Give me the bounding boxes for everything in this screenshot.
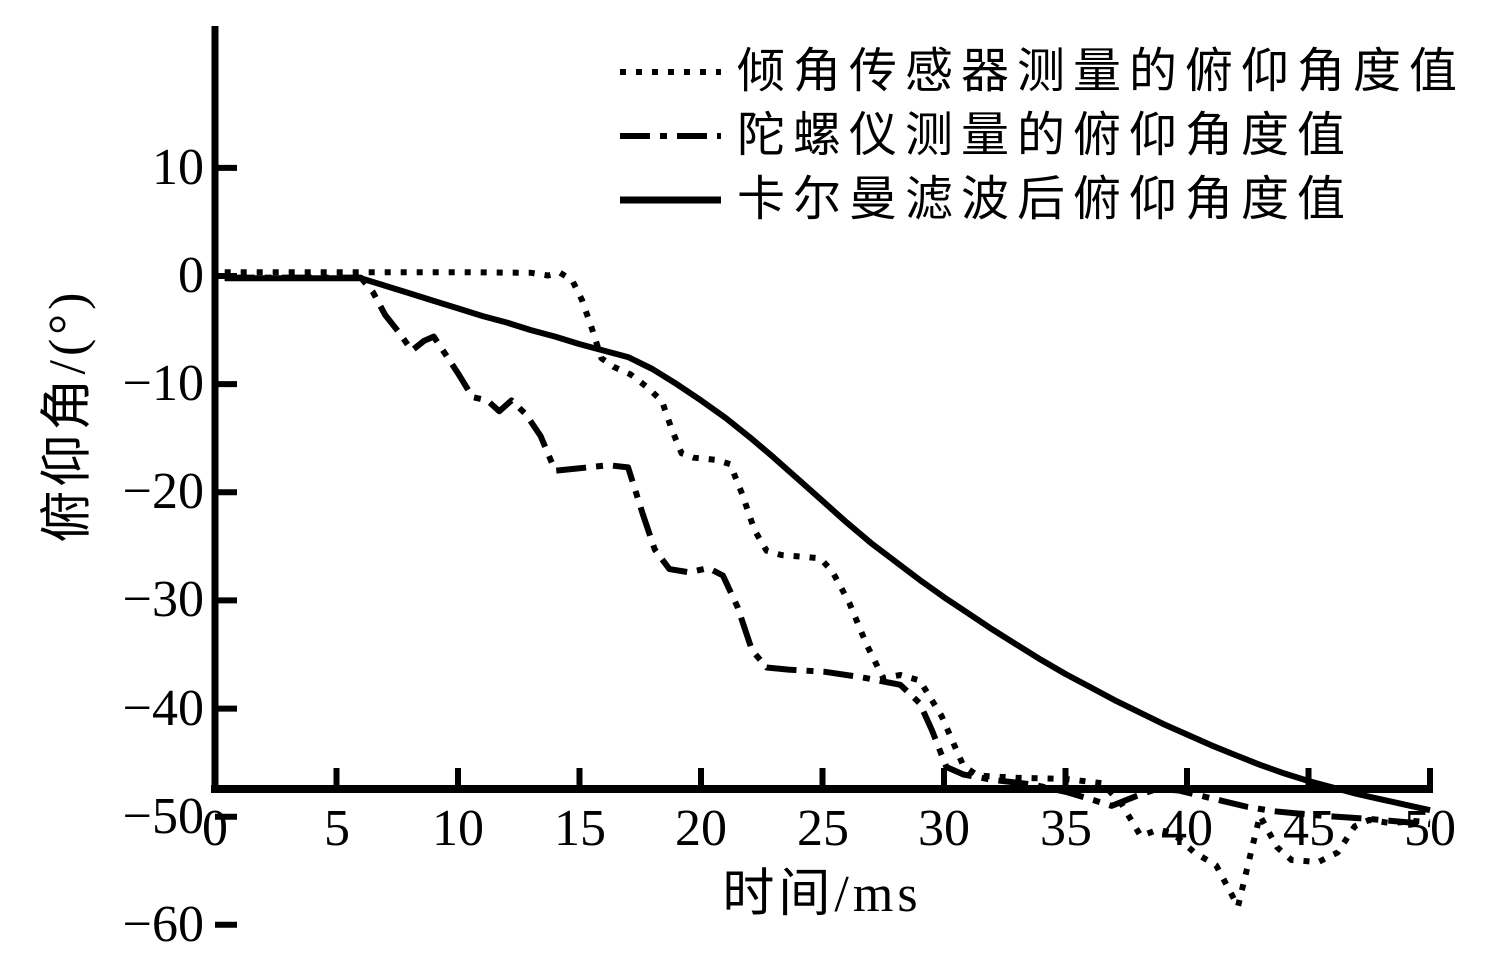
series-solid-line <box>224 275 1431 814</box>
x-tick-label: 20 <box>675 800 727 857</box>
y-tick-label: 0 <box>178 247 204 304</box>
x-tick-label: 10 <box>432 800 484 857</box>
pitch-angle-chart: 俯仰角/(°) 时间/ms 10 0 −10 −20 −30 −40 −50 −60 0 5 10… <box>39 26 1465 953</box>
y-tick-label: −20 <box>122 463 204 520</box>
legend-item-gyroscope: 陀螺仪测量的俯仰角度值 <box>618 104 1465 168</box>
dashdot-line-sample <box>620 133 721 139</box>
y-tick-label: −40 <box>122 680 204 737</box>
y-tick-label: −60 <box>122 896 204 953</box>
x-tick-label: 5 <box>324 800 350 857</box>
x-tick-label: 35 <box>1040 800 1092 857</box>
legend-label-kalman: 卡尔曼滤波后俯仰角度值 <box>737 173 1354 226</box>
dotted-line-sample <box>620 69 721 75</box>
plot-canvas <box>211 26 1433 928</box>
x-tick-label: 25 <box>797 800 849 857</box>
legend-item-tilt-sensor: 倾角传感器测量的俯仰角度值 <box>618 40 1465 104</box>
x-axis-title: 时间/ms <box>722 866 922 923</box>
y-tick-label: −30 <box>122 571 204 628</box>
y-tick-label: −50 <box>122 788 204 845</box>
legend-label-gyroscope: 陀螺仪测量的俯仰角度值 <box>737 109 1354 162</box>
legend: 倾角传感器测量的俯仰角度值 陀螺仪测量的俯仰角度值 卡尔曼滤波后俯仰角度值 <box>618 40 1465 232</box>
legend-item-kalman: 卡尔曼滤波后俯仰角度值 <box>618 168 1465 232</box>
y-tick-label: −10 <box>122 355 204 412</box>
series-dotted-line <box>224 269 1431 910</box>
series-dashdot-line <box>224 274 1431 828</box>
x-tick-label: 45 <box>1283 800 1335 857</box>
solid-line-sample <box>620 196 721 204</box>
legend-label-tilt-sensor: 倾角传感器测量的俯仰角度值 <box>737 45 1466 98</box>
x-tick-label: 50 <box>1404 800 1456 857</box>
x-tick-label: 40 <box>1161 800 1213 857</box>
x-tick-label: 30 <box>918 800 970 857</box>
x-tick-label: 0 <box>202 800 228 857</box>
y-tick-label: 10 <box>152 139 204 196</box>
x-tick-label: 15 <box>554 800 606 857</box>
